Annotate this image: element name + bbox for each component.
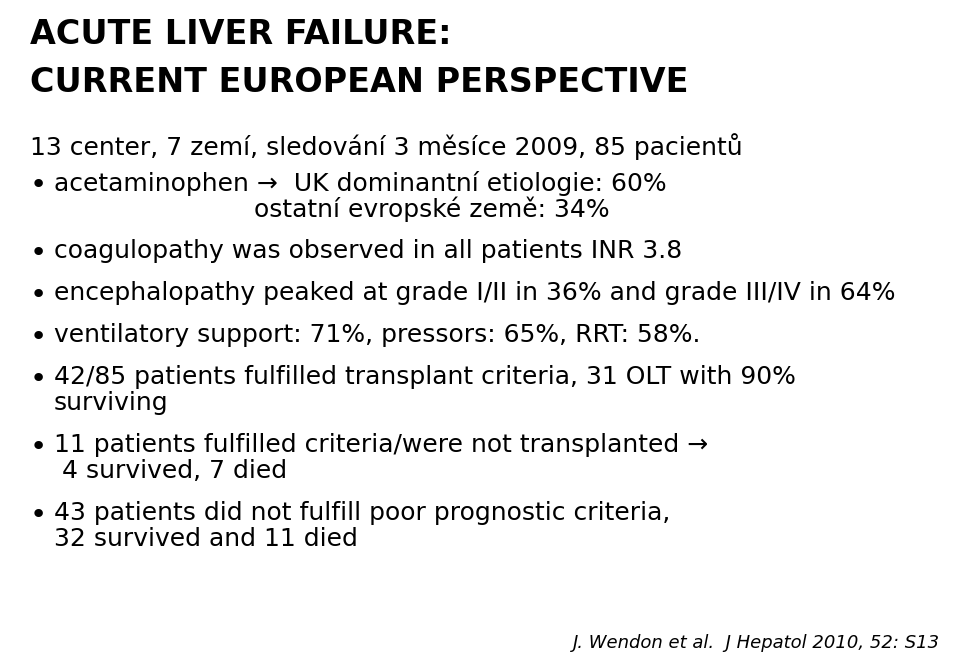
Text: J. Wendon et al.  J Hepatol 2010, 52: S13: J. Wendon et al. J Hepatol 2010, 52: S13 [573, 634, 940, 652]
Text: •: • [30, 281, 47, 309]
Text: ostatní evropské země: 34%: ostatní evropské země: 34% [54, 197, 610, 222]
Text: coagulopathy was observed in all patients INR 3.8: coagulopathy was observed in all patient… [54, 239, 683, 263]
Text: surviving: surviving [54, 391, 169, 415]
Text: •: • [30, 239, 47, 267]
Text: encephalopathy peaked at grade I/II in 36% and grade III/IV in 64%: encephalopathy peaked at grade I/II in 3… [54, 281, 896, 305]
Text: •: • [30, 365, 47, 393]
Text: ACUTE LIVER FAILURE:: ACUTE LIVER FAILURE: [30, 18, 451, 51]
Text: 43 patients did not fulfill poor prognostic criteria,: 43 patients did not fulfill poor prognos… [54, 501, 670, 525]
Text: ventilatory support: 71%, pressors: 65%, RRT: 58%.: ventilatory support: 71%, pressors: 65%,… [54, 323, 701, 347]
Text: 42/85 patients fulfilled transplant criteria, 31 OLT with 90%: 42/85 patients fulfilled transplant crit… [54, 365, 796, 389]
Text: •: • [30, 433, 47, 461]
Text: 13 center, 7 zemí, sledování 3 měsíce 2009, 85 pacientů: 13 center, 7 zemí, sledování 3 měsíce 20… [30, 133, 743, 160]
Text: acetaminophen →  UK dominantní etiologie: 60%: acetaminophen → UK dominantní etiologie:… [54, 171, 666, 196]
Text: 11 patients fulfilled criteria/were not transplanted →: 11 patients fulfilled criteria/were not … [54, 433, 708, 457]
Text: CURRENT EUROPEAN PERSPECTIVE: CURRENT EUROPEAN PERSPECTIVE [30, 66, 688, 99]
Text: 4 survived, 7 died: 4 survived, 7 died [54, 459, 287, 483]
Text: •: • [30, 501, 47, 529]
Text: 32 survived and 11 died: 32 survived and 11 died [54, 527, 358, 551]
Text: •: • [30, 171, 47, 199]
Text: •: • [30, 323, 47, 351]
